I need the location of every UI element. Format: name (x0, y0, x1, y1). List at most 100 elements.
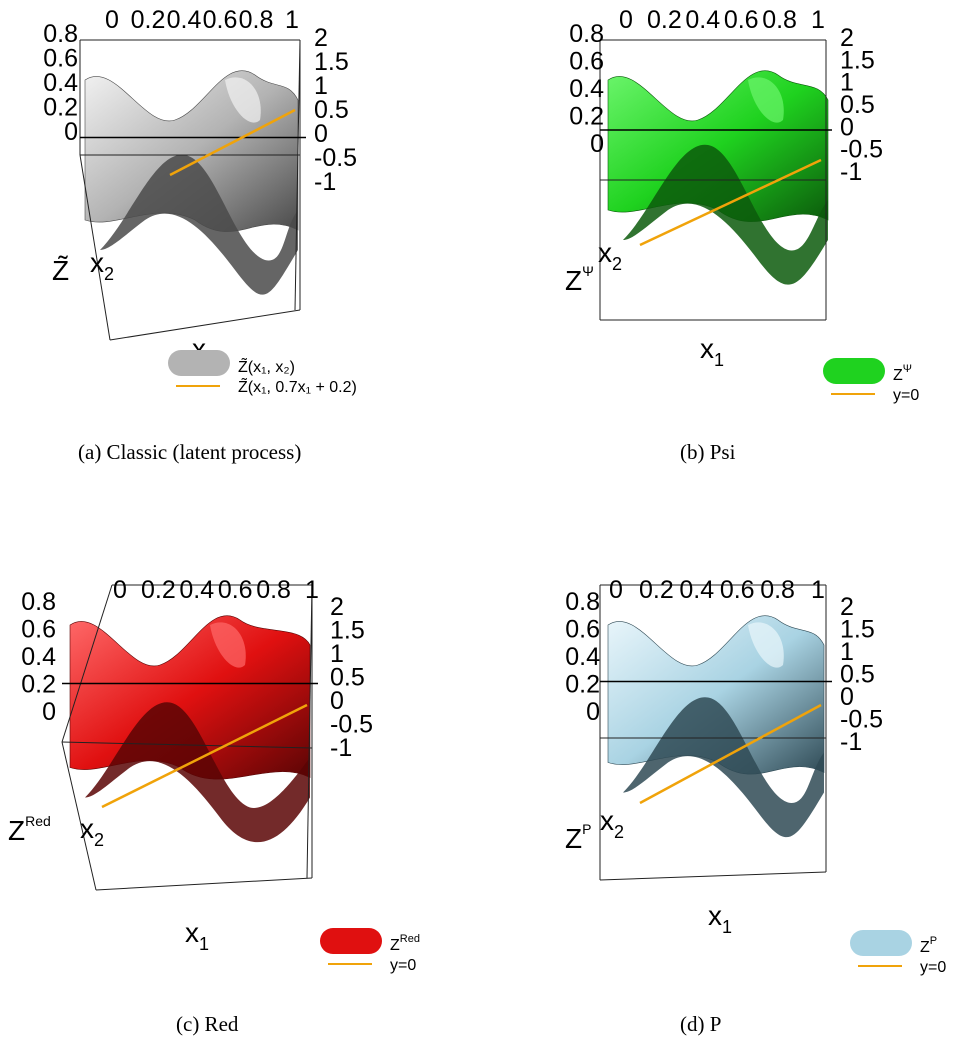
legend-label: Z̃(x₁, x₂) (238, 356, 295, 376)
right-tick-label: 1 (330, 640, 344, 668)
surface-plot (607, 615, 825, 838)
left-tick-label: 0.6 (21, 616, 56, 644)
surface-highlight (748, 77, 784, 123)
bounding-box (79, 39, 301, 341)
left-tick-label: 0 (590, 130, 604, 158)
bounding-box (61, 584, 313, 891)
right-tick-label: 2 (314, 24, 328, 52)
z-axis-label: ZΨ (565, 263, 594, 296)
top-tick-label: 1 (285, 6, 299, 34)
right-tick-label: 0 (314, 120, 328, 148)
top-tick-label: 0.4 (167, 6, 202, 34)
left-tick-label: 0 (42, 698, 56, 726)
legend-label: ZP (920, 935, 937, 956)
right-tick-label: 1.5 (314, 48, 349, 76)
orange-slice-line (639, 703, 822, 805)
x1-axis-label: x1 (708, 900, 732, 937)
legend-swatch-surface (823, 358, 885, 384)
right-tick-label: 0.5 (314, 96, 349, 124)
right-tick-label: -1 (840, 728, 862, 756)
top-tick-label: 0.2 (647, 6, 682, 34)
caption-d: (d) P (680, 1012, 722, 1036)
plot-b: 0 0.2 0.4 0.6 0.8 10.80.60.40.2021.510.50-0.5… (565, 6, 919, 404)
x2-axis-label: x2 (90, 247, 114, 284)
right-tick-label: 0.5 (330, 664, 365, 692)
left-tick-label: 0.4 (43, 69, 78, 97)
right-tick-label: 0 (330, 687, 344, 715)
right-tick-label: -0.5 (840, 136, 883, 164)
top-tick-label: 1 (305, 576, 319, 604)
legend: ZΨ y=0 (823, 358, 919, 404)
legend-swatch-surface (320, 928, 382, 954)
top-tick-label: 0.6 (724, 6, 759, 34)
x2-axis-label: x2 (598, 237, 622, 274)
surface-fold (85, 702, 310, 843)
top-tick-label: 0.4 (685, 6, 720, 34)
right-tick-label: -1 (840, 158, 862, 186)
top-tick-label: 0.2 (131, 6, 166, 34)
right-tick-label: 0 (840, 113, 854, 141)
left-tick-label: 0.4 (21, 643, 56, 671)
orange-slice-line (169, 108, 296, 177)
caption-b: (b) Psi (680, 440, 736, 464)
legend-label: y=0 (390, 957, 416, 974)
surface-fold (623, 697, 824, 838)
right-tick-label: 2 (330, 593, 344, 621)
subfigure-a: 0 0.2 0.4 0.6 0.8 1 0.8 0.6 0.4 0.2 0 2 1.5 1 0.5 0 -0.5… (0, 0, 486, 523)
left-tick-label: 0.4 (569, 75, 604, 103)
top-tick-label: 0.6 (203, 6, 238, 34)
right-tick-label: 0 (840, 683, 854, 711)
caption-a: (a) Classic (latent process) (78, 440, 302, 464)
left-tick-label: 0.8 (43, 20, 78, 48)
top-tick-label: 0.8 (256, 576, 291, 604)
right-tick-label: -1 (314, 168, 336, 196)
z-axis-label: Z̃ (52, 255, 69, 286)
left-tick-label: 0.6 (565, 616, 600, 644)
left-tick-label: 0.2 (21, 671, 56, 699)
plot-d: 0 0.2 0.4 0.6 0.8 10.80.60.40.2021.510.50-0.5… (565, 576, 946, 976)
left-tick-label: 0.2 (565, 671, 600, 699)
right-tick-label: -0.5 (330, 711, 373, 739)
right-tick-label: 2 (840, 593, 854, 621)
bounding-box (599, 39, 827, 321)
orange-slice-line (101, 703, 308, 809)
top-tick-label: 0.6 (218, 576, 253, 604)
surface-plot (69, 615, 311, 843)
top-tick-label: 0.8 (239, 6, 274, 34)
right-tick-label: 2 (840, 24, 854, 52)
legend-swatch-surface (850, 930, 912, 956)
surface-highlight (210, 622, 246, 668)
subfigure-c: 0 0.2 0.4 0.6 0.8 1 0.8 0.6 0.4 0.2 0 2 1.5 1 0.5 0 -0.5… (0, 523, 486, 1046)
right-tick-label: 1 (840, 638, 854, 666)
left-tick-label: 0 (64, 118, 78, 146)
right-tick-label: 0.5 (840, 661, 875, 689)
right-tick-label: 1 (314, 72, 328, 100)
right-tick-label: 1.5 (840, 616, 875, 644)
legend-label: y=0 (893, 387, 919, 404)
right-tick-label: 0.5 (840, 91, 875, 119)
top-tick-label: 0 (113, 576, 127, 604)
top-tick-label: 0.4 (179, 576, 214, 604)
right-tick-label: -0.5 (840, 706, 883, 734)
top-tick-label: 0.8 (762, 6, 797, 34)
surface-highlight (225, 77, 261, 123)
right-tick-label: 1.5 (330, 617, 365, 645)
left-tick-label: 0.4 (565, 643, 600, 671)
top-tick-label: 0 (609, 576, 623, 604)
right-tick-label: 1.5 (840, 46, 875, 74)
x1-axis-label: x1 (185, 917, 209, 954)
plot-c: 0 0.2 0.4 0.6 0.8 10.80.60.40.2021.510.50-0.5… (8, 576, 420, 974)
left-tick-label: 0 (586, 698, 600, 726)
left-tick-label: 0.2 (569, 103, 604, 131)
surface-fold (100, 154, 298, 295)
top-tick-label: 0.4 (679, 576, 714, 604)
legend-label: Z̃(x₁, 0.7x₁ + 0.2) (238, 376, 357, 396)
legend-swatch-surface (168, 350, 230, 376)
surface-highlight (748, 622, 784, 668)
subfigure-b: 0 0.2 0.4 0.6 0.8 1 0.8 0.6 0.4 0.2 0 2 1.5 1 0.5 0 -0.5… (486, 0, 972, 523)
surface-plot (84, 70, 299, 295)
x1-axis-label: x1 (700, 333, 724, 370)
orange-slice-line (639, 158, 822, 247)
right-tick-label: -1 (330, 734, 352, 762)
top-tick-label: 1 (811, 6, 825, 34)
